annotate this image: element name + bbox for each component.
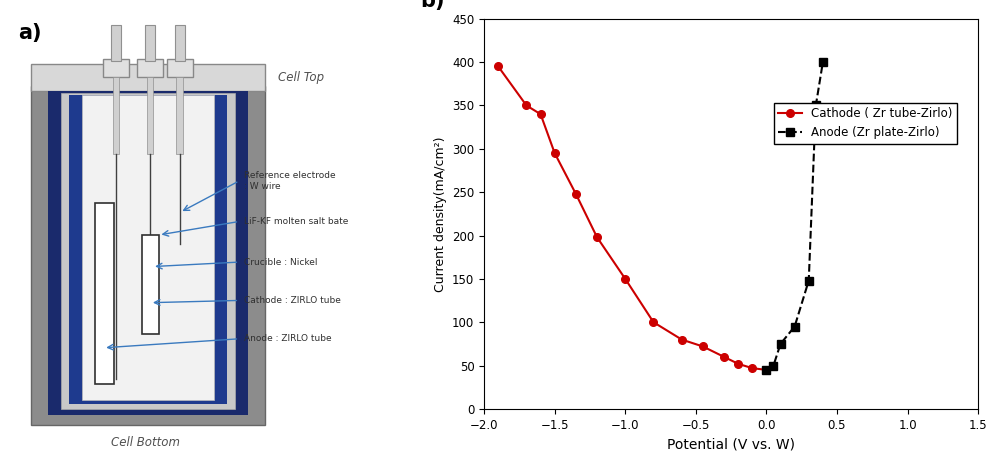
Text: Crucible : Nickel: Crucible : Nickel	[243, 258, 317, 266]
Bar	[31, 86, 265, 424]
Text: Cathode : ZIRLO tube: Cathode : ZIRLO tube	[243, 296, 341, 305]
Bar	[104, 59, 128, 77]
Text: Reference electrode
: W wire: Reference electrode : W wire	[243, 171, 335, 190]
Cathode ( Zr tube-Zirlo)	[570, 191, 582, 197]
Anode (Zr plate-Zirlo)	[761, 367, 773, 373]
Bar	[141, 235, 158, 334]
Cathode ( Zr tube-Zirlo)	[619, 276, 631, 282]
Bar	[167, 59, 193, 77]
Cathode ( Zr tube-Zirlo)	[676, 337, 688, 342]
Bar	[48, 91, 248, 415]
Bar	[145, 25, 155, 61]
Bar	[111, 25, 122, 61]
Bar	[177, 77, 183, 154]
Cathode ( Zr tube-Zirlo)	[521, 102, 533, 108]
Legend: Cathode ( Zr tube-Zirlo), Anode (Zr plate-Zirlo): Cathode ( Zr tube-Zirlo), Anode (Zr plat…	[774, 103, 957, 144]
Line: Anode (Zr plate-Zirlo): Anode (Zr plate-Zirlo)	[763, 58, 827, 374]
Bar	[175, 25, 185, 61]
Bar	[31, 63, 265, 91]
Bar	[95, 204, 114, 384]
Cathode ( Zr tube-Zirlo)	[535, 111, 546, 117]
Text: Cell Bottom: Cell Bottom	[112, 436, 181, 449]
Cathode ( Zr tube-Zirlo)	[718, 354, 730, 360]
Text: Anode : ZIRLO tube: Anode : ZIRLO tube	[243, 334, 331, 343]
Bar	[146, 77, 153, 154]
Bar	[82, 95, 213, 399]
Anode (Zr plate-Zirlo)	[810, 102, 822, 108]
Y-axis label: Current density(mA/cm²): Current density(mA/cm²)	[434, 136, 447, 291]
Cathode ( Zr tube-Zirlo)	[761, 367, 773, 373]
Cathode ( Zr tube-Zirlo)	[647, 320, 659, 325]
Anode (Zr plate-Zirlo)	[768, 363, 780, 368]
Bar	[61, 93, 235, 409]
Cathode ( Zr tube-Zirlo)	[697, 344, 708, 349]
Cathode ( Zr tube-Zirlo)	[591, 235, 603, 240]
Text: b): b)	[420, 0, 445, 11]
Anode (Zr plate-Zirlo)	[788, 324, 800, 329]
X-axis label: Potential (V vs. W): Potential (V vs. W)	[667, 437, 795, 451]
Anode (Zr plate-Zirlo)	[817, 59, 829, 65]
Cathode ( Zr tube-Zirlo)	[732, 361, 744, 367]
Bar	[69, 95, 226, 404]
Text: a): a)	[19, 23, 41, 43]
Bar	[113, 77, 120, 154]
Line: Cathode ( Zr tube-Zirlo): Cathode ( Zr tube-Zirlo)	[494, 63, 771, 374]
Cathode ( Zr tube-Zirlo)	[492, 63, 504, 69]
Anode (Zr plate-Zirlo)	[803, 278, 815, 283]
Anode (Zr plate-Zirlo)	[775, 341, 786, 347]
Bar	[137, 59, 163, 77]
Cathode ( Zr tube-Zirlo)	[746, 365, 758, 371]
Cathode ( Zr tube-Zirlo)	[548, 150, 560, 156]
Text: Cell Top: Cell Top	[278, 70, 324, 84]
Text: LiF-KF molten salt bate: LiF-KF molten salt bate	[243, 217, 348, 226]
